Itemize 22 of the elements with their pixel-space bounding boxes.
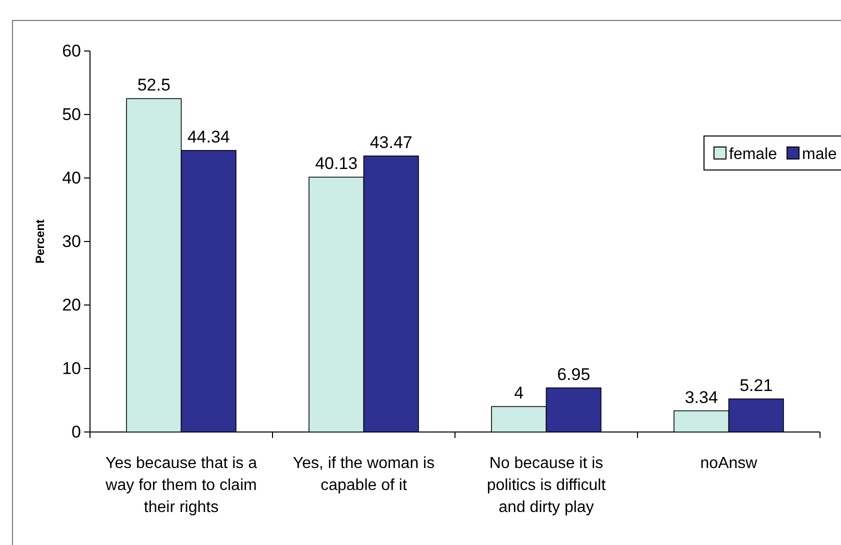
y-tick-label: 40 <box>62 168 81 188</box>
x-tick-label: No because it is politics is difficult and dirty play <box>486 455 606 516</box>
data-label: 5.21 <box>740 376 773 395</box>
y-tick-label: 20 <box>62 295 81 314</box>
y-tick-label: 50 <box>62 104 81 124</box>
data-label: 3.34 <box>684 388 718 407</box>
data-label: 44.34 <box>187 127 230 146</box>
y-tick-label: 10 <box>62 358 81 378</box>
data-label: 6.95 <box>557 364 590 384</box>
y-tick-label: 30 <box>62 232 81 251</box>
data-label: 43.47 <box>370 132 412 152</box>
x-tick-label: noAnsw <box>700 455 758 472</box>
y-tick-label: 60 <box>62 41 81 60</box>
legend-label: male <box>802 146 837 163</box>
data-label: 40.13 <box>315 154 358 174</box>
legend-label: female <box>729 146 778 163</box>
data-label: 52.5 <box>137 76 170 95</box>
x-tick-label: Yes because that is a way for them to claim their rights <box>104 455 258 516</box>
x-tick-label: Yes, if the woman is capable of it <box>292 455 435 494</box>
y-tick-label: 0 <box>72 422 81 442</box>
y-axis-title: Percent <box>33 219 47 264</box>
data-label: 4 <box>514 384 524 403</box>
